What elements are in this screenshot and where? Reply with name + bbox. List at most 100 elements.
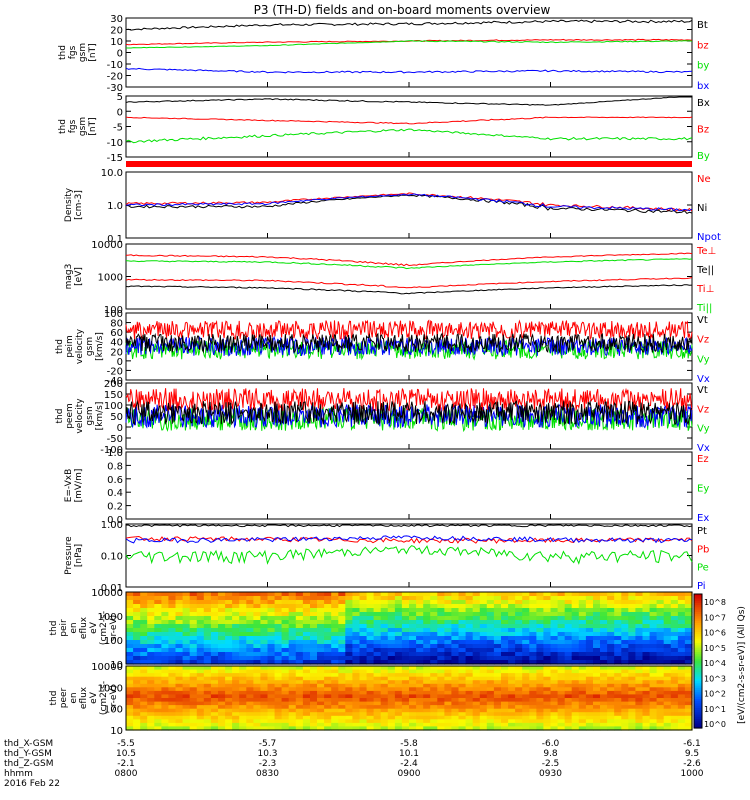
spectrogram-cell <box>302 616 311 621</box>
spectrogram-cell <box>614 592 622 597</box>
spectrogram-cell <box>203 612 212 617</box>
spectrogram-cell <box>571 715 580 720</box>
spectrogram-cell <box>628 722 636 728</box>
spectrogram-cell <box>621 694 629 699</box>
spectrogram-cell <box>472 719 481 724</box>
y-axis-label: gsm <box>85 406 95 425</box>
spectrogram-cell <box>628 673 636 678</box>
spectrogram-cell <box>387 676 396 681</box>
spectrogram-cell <box>501 719 509 724</box>
spectrogram-cell <box>239 687 247 692</box>
spectrogram-cell <box>310 683 318 688</box>
spectrogram-cell <box>253 624 262 629</box>
spectrogram-cell <box>140 726 148 731</box>
spectrogram-cell <box>444 660 453 665</box>
spectrogram-cell <box>387 648 396 653</box>
spectrogram-cell <box>522 708 530 713</box>
spectrogram-cell <box>649 656 658 661</box>
spectrogram-cell <box>493 600 502 605</box>
spectrogram-cell <box>628 656 636 661</box>
spectrogram-cell <box>168 690 177 696</box>
spectrogram-cell <box>345 701 353 706</box>
spectrogram-cell <box>628 592 636 597</box>
spectrogram-cell <box>416 648 424 653</box>
spectrogram-cell <box>260 600 269 605</box>
spectrogram-cell <box>628 666 636 671</box>
spectrogram-cell <box>140 632 148 637</box>
spectrogram-cell <box>479 612 488 617</box>
spectrogram-cell <box>366 656 375 661</box>
spectrogram-cell <box>168 687 177 692</box>
spectrogram-cell <box>380 687 389 692</box>
spectrogram-cell <box>465 715 474 720</box>
spectrogram-cell <box>522 666 530 671</box>
spectrogram-cell <box>677 600 686 605</box>
spectrogram-cell <box>126 701 134 706</box>
spectrogram-cell <box>147 680 155 685</box>
spectrogram-cell <box>331 676 339 681</box>
spectrogram-cell <box>649 715 658 720</box>
spectrogram-cell <box>451 624 460 629</box>
spectrogram-cell <box>394 656 403 661</box>
spectrogram-cell <box>281 632 290 637</box>
spectrogram-cell <box>670 644 679 649</box>
spectrogram-cell <box>239 680 247 685</box>
spectrogram-cell <box>493 715 502 720</box>
spectrogram-cell <box>373 698 382 703</box>
spectrogram-cell <box>522 660 530 665</box>
spectrogram-cell <box>380 705 389 710</box>
spectrogram-cell <box>585 683 594 688</box>
spectrogram-cell <box>147 701 155 706</box>
spectrogram-cell <box>253 660 262 665</box>
spectrogram-cell <box>189 640 198 645</box>
spectrogram-cell <box>472 636 481 641</box>
legend-entry: Ex <box>697 513 709 524</box>
spectrogram-cell <box>260 652 269 657</box>
spectrogram-cell <box>196 660 205 665</box>
spectrogram-cell <box>218 628 226 633</box>
spectrogram-cell <box>571 705 580 710</box>
spectrogram-cell <box>550 648 559 653</box>
y-axis-label: gsm <box>85 337 95 356</box>
spectrogram-cell <box>239 676 247 681</box>
spectrogram-cell <box>387 624 396 629</box>
spectrogram-cell <box>423 690 431 696</box>
spectrogram-cell <box>493 648 502 653</box>
spectrogram-cell <box>175 628 184 633</box>
spectrogram-cell <box>409 636 417 641</box>
spectrogram-cell <box>607 624 615 629</box>
spectrogram-cell <box>628 676 636 681</box>
spectrogram-cell <box>161 683 170 688</box>
spectrogram-cell <box>147 673 155 678</box>
spectrogram-cell <box>189 715 198 720</box>
spectrogram-cell <box>423 612 431 617</box>
spectrogram-cell <box>310 687 318 692</box>
spectrogram-cell <box>288 612 297 617</box>
spectrogram-cell <box>437 636 445 641</box>
spectrogram-cell <box>225 719 233 724</box>
spectrogram-cell <box>225 628 233 633</box>
spectrogram-cell <box>331 673 339 678</box>
spectrogram-cell <box>302 656 311 661</box>
spectrogram-cell <box>501 694 509 699</box>
spectrogram-cell <box>684 694 693 699</box>
spectrogram-cell <box>564 596 573 601</box>
spectrogram-cell <box>394 616 403 621</box>
spectrogram-cell <box>161 666 170 671</box>
spectrogram-cell <box>253 708 262 713</box>
spectrogram-cell <box>317 715 325 720</box>
spectrogram-cell <box>607 683 615 688</box>
spectrogram-cell <box>380 600 389 605</box>
spectrogram-cell <box>677 687 686 692</box>
spectrogram-cell <box>210 673 219 678</box>
spectrogram-cell <box>585 673 594 678</box>
spectrogram-cell <box>154 596 162 601</box>
spectrogram-cell <box>416 652 424 657</box>
spectrogram-cell <box>479 669 488 674</box>
spectrogram-cell <box>295 683 304 688</box>
spectrogram-cell <box>649 683 658 688</box>
spectrogram-cell <box>147 708 155 713</box>
spectrogram-cell <box>295 673 304 678</box>
spectrogram-cell <box>670 680 679 685</box>
spectrogram-cell <box>458 608 467 613</box>
